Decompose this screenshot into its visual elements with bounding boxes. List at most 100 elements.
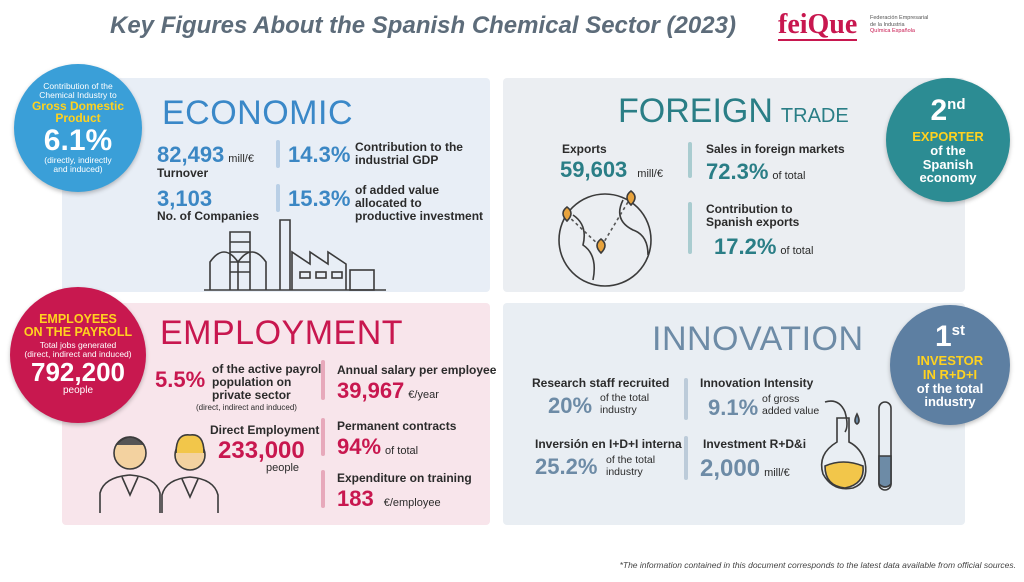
stat-unit: mill/€ bbox=[764, 467, 790, 479]
stat-unit: of the total industry bbox=[600, 392, 650, 416]
stat: 5.5% bbox=[155, 367, 205, 393]
stat-value: 17.2% bbox=[714, 234, 777, 259]
divider bbox=[684, 378, 688, 420]
stat-unit: €/year bbox=[408, 389, 439, 401]
stat-value: 39,967 bbox=[337, 378, 405, 403]
rank-suffix: st bbox=[951, 321, 966, 339]
stat-label: Inversión en I+D+I interna bbox=[535, 437, 682, 451]
investor-badge: 1st INVESTOR IN R+D+I of the total indus… bbox=[890, 305, 1010, 425]
badge-text: Spanish bbox=[922, 156, 974, 172]
employees-badge: EMPLOYEES ON THE PAYROLL Total jobs gene… bbox=[10, 287, 146, 423]
stat: 2,000 mill/€ bbox=[700, 455, 790, 483]
badge-text: Total jobs generated bbox=[39, 340, 117, 351]
stat-label: of the active payroll population on priv… bbox=[212, 362, 325, 403]
stat-value: 59,603 bbox=[560, 157, 628, 182]
badge-highlight: EMPLOYEES bbox=[39, 312, 117, 327]
stat-label: Research staff recruited bbox=[532, 376, 670, 390]
stat: 25.2% bbox=[535, 454, 597, 480]
stat-value: 9.1% bbox=[708, 395, 759, 420]
logo-line: Química Española bbox=[870, 28, 915, 35]
stat: 59,603 mill/€ bbox=[560, 157, 663, 183]
stat-value: 5.5% bbox=[155, 367, 206, 392]
page-title: Key Figures About the Spanish Chemical S… bbox=[110, 12, 736, 39]
stat-label: Contribution to Spanish exports bbox=[706, 202, 800, 230]
gdp-badge: Contribution of the Chemical Industry to… bbox=[14, 64, 142, 192]
logo: feiQue bbox=[778, 9, 858, 42]
stat-label: Innovation Intensity bbox=[700, 376, 814, 390]
stat: 183 €/employee bbox=[337, 486, 441, 512]
exporter-badge: 2nd EXPORTER of the Spanish economy bbox=[886, 78, 1010, 202]
factory-icon bbox=[204, 219, 386, 291]
divider bbox=[684, 436, 688, 480]
badge-text: Chemical Industry to bbox=[39, 89, 117, 100]
divider bbox=[688, 202, 692, 254]
divider bbox=[321, 470, 325, 508]
globe-icon bbox=[558, 189, 652, 287]
divider bbox=[276, 140, 280, 168]
stat: 20% bbox=[548, 393, 592, 419]
badge-note: and induced) bbox=[53, 164, 103, 175]
divider bbox=[688, 142, 692, 178]
badge-value: 792,200 bbox=[31, 357, 125, 388]
divider bbox=[321, 418, 325, 456]
logo-line: Federación Empresarial bbox=[870, 15, 929, 21]
stat-value: 82,493 bbox=[157, 142, 225, 167]
stat-label: Annual salary per employee bbox=[337, 363, 497, 377]
logo-subtitle: Federación Empresarial de la Industria Q… bbox=[870, 15, 928, 35]
stat-value: 25.2% bbox=[535, 454, 598, 479]
logo-line: de la Industria bbox=[870, 21, 905, 28]
innovation-panel bbox=[503, 303, 965, 525]
stat: 233,000 bbox=[218, 437, 305, 465]
stat-unit: €/employee bbox=[383, 497, 441, 509]
stat-label: Exports bbox=[562, 142, 607, 156]
stat-value: 20% bbox=[548, 393, 593, 418]
lab-icon bbox=[820, 400, 892, 491]
stat-unit: of total bbox=[780, 245, 814, 257]
badge-text: of the total bbox=[916, 380, 984, 396]
foreign-trade-panel bbox=[503, 78, 965, 292]
stat-unit: of total bbox=[385, 445, 419, 457]
panel-title: ECONOMIC bbox=[162, 94, 353, 132]
badge-note: (directly, indirectly bbox=[44, 155, 112, 166]
stat-label: Sales in foreign markets bbox=[706, 142, 845, 156]
stat-value: 72.3% bbox=[706, 159, 769, 184]
badge-text: (direct, indirect and induced) bbox=[24, 349, 132, 360]
stat-label: Investment R+D&i bbox=[703, 437, 807, 451]
divider bbox=[276, 184, 280, 212]
stat-value: 233,000 bbox=[218, 437, 305, 464]
title-small: TRADE bbox=[780, 105, 849, 127]
stat: 39,967 €/year bbox=[337, 378, 439, 404]
stat-unit: mill/€ bbox=[637, 168, 663, 180]
stat: 9.1% bbox=[708, 395, 758, 421]
badge-value: 6.1% bbox=[43, 123, 113, 157]
people-icon bbox=[99, 434, 219, 513]
badge-text: Contribution of the bbox=[43, 80, 113, 91]
stat-unit: of the total industry bbox=[606, 454, 656, 478]
stat-value: 94% bbox=[337, 434, 382, 459]
footnote: *The information contained in this docum… bbox=[619, 560, 1016, 570]
stat-unit: people bbox=[266, 462, 300, 474]
rank-number: 1 bbox=[934, 319, 952, 353]
panel-title: EMPLOYMENT bbox=[160, 314, 404, 352]
stat-label: of added value allocated to productive i… bbox=[355, 183, 484, 224]
stat-note: (direct, indirect and induced) bbox=[196, 403, 297, 412]
stat-label: Expenditure on training bbox=[337, 471, 472, 485]
stat-label: Permanent contracts bbox=[337, 419, 457, 433]
title-main: FOREIGN bbox=[618, 92, 773, 130]
stat: 94% of total bbox=[337, 434, 418, 460]
stat: 17.2% of total bbox=[714, 234, 813, 260]
stat: 72.3% of total bbox=[706, 159, 805, 185]
stat-label: No. of Companies bbox=[157, 209, 260, 223]
panel-title: FOREIGN TRADE bbox=[618, 92, 849, 131]
stat-label: Contribution to the industrial GDP bbox=[355, 140, 463, 168]
stat-unit: mill/€ bbox=[228, 153, 254, 165]
stat: 14.3% bbox=[288, 142, 350, 168]
stat-value: 2,000 bbox=[700, 455, 761, 482]
badge-highlight: ON THE PAYROLL bbox=[23, 325, 133, 340]
badge-highlight: INVESTOR bbox=[916, 353, 984, 369]
stat-value: 3,103 bbox=[157, 186, 213, 211]
badge-rank: 2nd bbox=[930, 95, 965, 127]
panel-title: INNOVATION bbox=[652, 320, 864, 358]
divider bbox=[321, 360, 325, 400]
